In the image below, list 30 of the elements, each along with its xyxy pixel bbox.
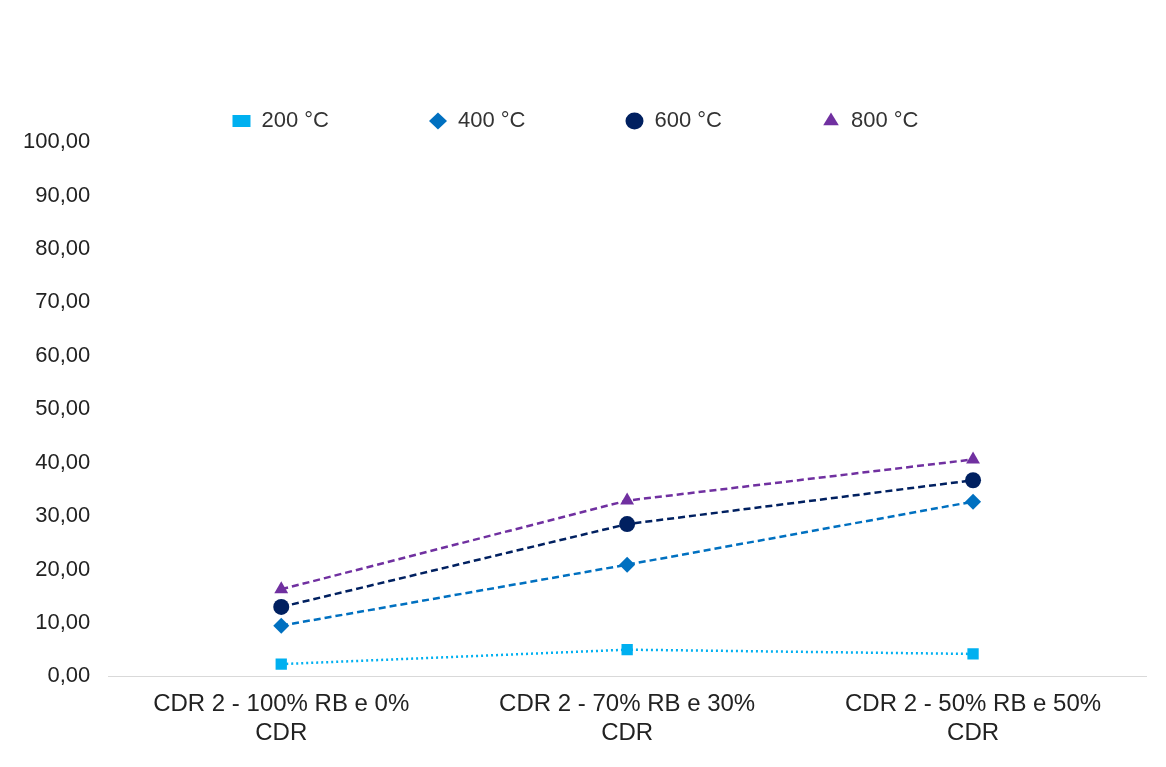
y-tick-label: 50,00	[35, 395, 91, 421]
legend-label: 400 °C	[458, 107, 526, 133]
y-tick-label: 100,00	[22, 128, 91, 154]
x-tick-label: CDR 2 - 50% RB e 50% CDR	[844, 689, 1102, 746]
y-tick-label: 90,00	[35, 181, 91, 207]
y-tick-label: 70,00	[35, 288, 91, 314]
y-tick-label: 80,00	[35, 234, 91, 260]
legend-label: 800 °C	[851, 107, 919, 133]
y-tick-label: 20,00	[35, 555, 91, 581]
y-tick-label: 30,00	[35, 502, 91, 528]
y-tick-label: 40,00	[35, 448, 91, 474]
point	[273, 617, 290, 634]
point	[273, 598, 290, 615]
point	[275, 658, 287, 670]
point	[619, 516, 636, 533]
point	[967, 648, 979, 660]
y-tick-label: 60,00	[35, 341, 91, 367]
point	[619, 556, 636, 573]
point	[274, 581, 289, 594]
point	[965, 472, 982, 489]
x-tick-label: CDR 2 - 70% RB e 30% CDR	[499, 689, 756, 746]
point	[620, 492, 635, 505]
point	[965, 493, 982, 510]
legend-label: 200 °C	[261, 107, 330, 133]
y-tick-label: 0,00	[47, 662, 91, 688]
legend-label: 600 °C	[654, 107, 723, 133]
point	[966, 451, 980, 464]
point	[621, 644, 633, 656]
y-tick-label: 10,00	[35, 609, 91, 635]
x-tick-label: CDR 2 - 100% RB e 0% CDR	[153, 689, 410, 746]
